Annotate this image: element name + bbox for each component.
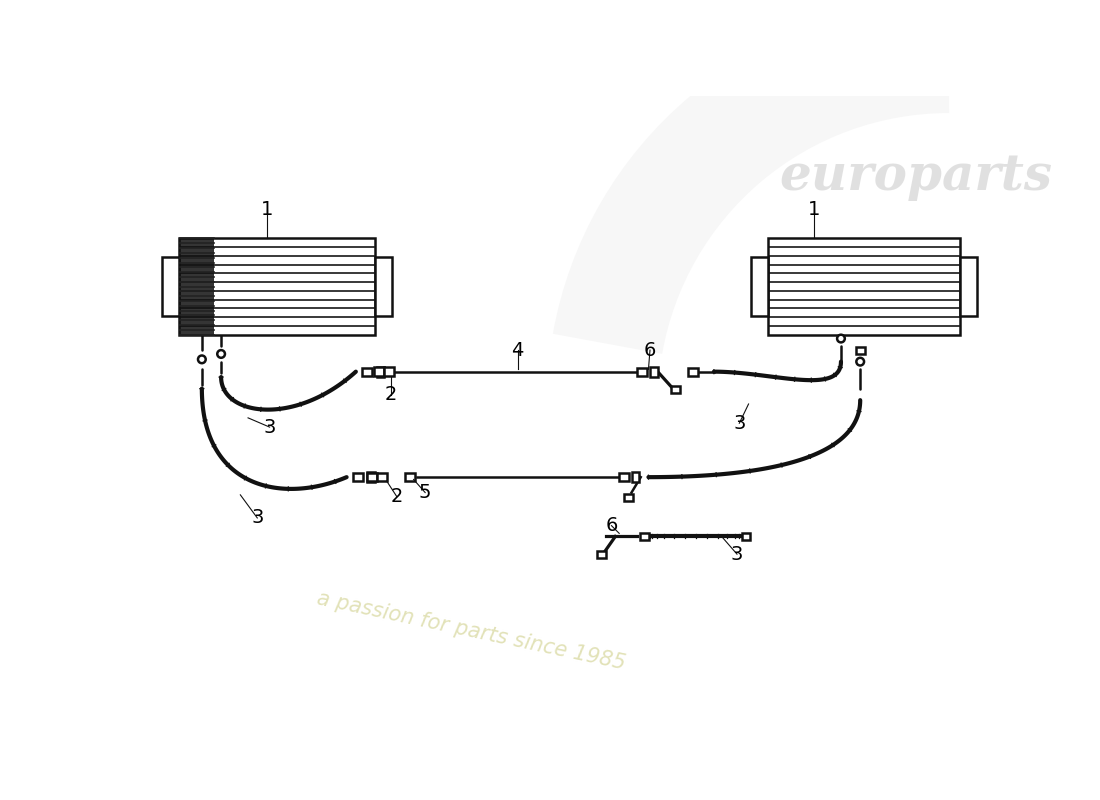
Text: 3: 3: [251, 509, 264, 527]
Bar: [376, 473, 387, 482]
Bar: [366, 473, 376, 482]
Bar: [960, 257, 977, 317]
Bar: [180, 238, 214, 334]
Text: a passion for parts since 1985: a passion for parts since 1985: [316, 589, 627, 674]
Circle shape: [856, 358, 865, 366]
Bar: [742, 533, 750, 540]
Text: 6: 6: [644, 341, 657, 359]
Bar: [751, 257, 768, 317]
Text: 1: 1: [807, 201, 821, 219]
Text: 5: 5: [419, 483, 431, 502]
Bar: [631, 472, 639, 482]
Bar: [162, 257, 178, 317]
Bar: [671, 386, 680, 393]
Bar: [650, 366, 658, 377]
Text: 3: 3: [263, 418, 276, 437]
Bar: [367, 472, 375, 482]
Text: 3: 3: [730, 545, 744, 564]
Bar: [619, 474, 629, 481]
Bar: [178, 238, 375, 334]
Bar: [353, 474, 363, 481]
Bar: [768, 238, 960, 334]
Bar: [624, 494, 632, 502]
Bar: [376, 366, 384, 377]
Bar: [384, 367, 395, 376]
Bar: [856, 346, 865, 354]
Bar: [689, 368, 698, 375]
Text: 2: 2: [384, 386, 397, 404]
Bar: [637, 368, 647, 375]
Text: europarts: europarts: [779, 152, 1053, 202]
Circle shape: [837, 334, 845, 342]
Text: 3: 3: [733, 414, 746, 433]
Bar: [374, 367, 384, 376]
Text: 2: 2: [390, 487, 403, 506]
Text: 6: 6: [605, 516, 618, 535]
Bar: [597, 551, 606, 558]
Bar: [405, 474, 415, 481]
Circle shape: [198, 355, 206, 363]
Circle shape: [218, 350, 226, 358]
Text: 4: 4: [512, 341, 524, 359]
Bar: [640, 533, 649, 540]
Bar: [375, 257, 392, 317]
Text: 1: 1: [261, 201, 274, 219]
Bar: [362, 368, 373, 375]
